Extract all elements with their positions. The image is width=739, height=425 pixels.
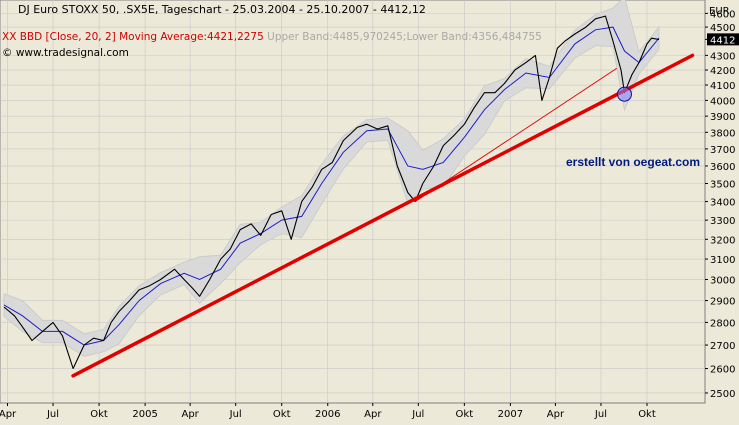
- x-tick-label: Apr: [547, 409, 565, 420]
- y-axis: 2500 2600 2700 2800 2900 3000 3100 3200 3300 3400…: [705, 6, 739, 400]
- chart-title: DJ Euro STOXX 50, .SX5E, Tageschart - 25…: [18, 3, 426, 16]
- x-axis: Apr Jul Okt 2005 Apr Jul Okt 2006 Apr Jul Okt 2007 A…: [0, 403, 656, 420]
- secondary-trendline: [414, 68, 617, 203]
- currency-label: EUR: [709, 6, 730, 17]
- y-tick-label: 4200: [710, 66, 735, 77]
- y-tick-label: 3300: [710, 216, 735, 227]
- x-tick-label: Jul: [594, 409, 607, 420]
- indicator-bands: Upper Band:4485,970245;Lower Band:4356,4…: [263, 31, 542, 43]
- x-tick-label: Apr: [181, 409, 199, 420]
- y-tick-label: 4000: [710, 96, 735, 107]
- x-tick-label: Apr: [0, 409, 17, 420]
- y-tick-label: 2800: [710, 318, 735, 329]
- credit-text: www.tradesignal.com: [15, 47, 129, 59]
- y-tick-label: 3700: [710, 145, 735, 156]
- x-tick-label: Jul: [46, 409, 59, 420]
- bollinger-bands: [3, 0, 660, 357]
- x-tick-label: Apr: [364, 409, 382, 420]
- y-tick-label: 3000: [710, 275, 735, 286]
- source-credit: © www.tradesignal.com: [2, 47, 129, 59]
- y-tick-label: 2900: [710, 297, 735, 308]
- y-tick-label: 2500: [710, 389, 735, 400]
- y-tick-label: 4300: [710, 51, 735, 62]
- indicator-legend: XX BBD [Close, 20, 2] Moving Average:442…: [2, 31, 542, 43]
- x-tick-label: 2007: [498, 409, 523, 420]
- x-tick-label: 2006: [315, 409, 340, 420]
- y-tick-label: 4500: [710, 23, 735, 34]
- y-tick-label: 2600: [710, 365, 735, 376]
- x-tick-label: Okt: [273, 409, 291, 420]
- indicator-main: XX BBD [Close, 20, 2] Moving Average:442…: [2, 31, 264, 43]
- y-tick-label: 3400: [710, 198, 735, 209]
- moving-average-line: [3, 26, 660, 346]
- close-price-line: [3, 15, 660, 370]
- y-tick-label: 3600: [710, 162, 735, 173]
- y-tick-label: 3100: [710, 255, 735, 266]
- y-tick-label: 3200: [710, 235, 735, 246]
- touch-point-marker: [616, 86, 632, 102]
- y-tick-label: 4600: [710, 9, 735, 20]
- y-tick-label: 4100: [710, 81, 735, 92]
- x-tick-label: Okt: [456, 409, 474, 420]
- y-tick-label: 3900: [710, 112, 735, 123]
- x-tick-label: Okt: [90, 409, 108, 420]
- x-tick-label: 2005: [132, 409, 157, 420]
- x-tick-label: Jul: [229, 409, 242, 420]
- y-tick-highlight-box: [707, 33, 739, 46]
- y-tick-label: 2700: [710, 341, 735, 352]
- y-tick-label: 3800: [710, 128, 735, 139]
- y-tick-label: 3500: [710, 180, 735, 191]
- band-envelope: [3, 0, 660, 357]
- author-annotation: erstellt von oegeat.com: [566, 155, 701, 169]
- trendline-layer: [71, 53, 695, 378]
- y-tick-label-current: 4412: [710, 35, 735, 46]
- support-trendline: [71, 53, 695, 378]
- series-layer: [3, 15, 660, 370]
- x-tick-label: Okt: [638, 409, 656, 420]
- x-tick-label: Jul: [411, 409, 424, 420]
- grid-lines: [0, 0, 705, 403]
